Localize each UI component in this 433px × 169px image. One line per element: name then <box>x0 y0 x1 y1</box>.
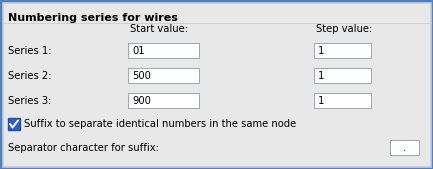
Text: .: . <box>404 143 407 153</box>
Bar <box>315 44 371 58</box>
Bar <box>129 69 199 83</box>
Bar <box>314 93 372 109</box>
Text: Series 3:: Series 3: <box>8 96 52 106</box>
Text: Suffix to separate identical numbers in the same node: Suffix to separate identical numbers in … <box>24 119 296 129</box>
Text: 1: 1 <box>318 46 324 56</box>
Bar <box>390 140 420 156</box>
Text: Numbering series for wires: Numbering series for wires <box>8 13 178 23</box>
Text: 500: 500 <box>132 71 151 81</box>
Bar <box>391 141 419 155</box>
Text: 900: 900 <box>132 96 151 106</box>
Bar <box>8 118 20 130</box>
Bar <box>315 94 371 108</box>
Bar <box>128 43 200 59</box>
Text: Step value:: Step value: <box>316 24 372 34</box>
Bar <box>128 68 200 84</box>
Bar <box>314 43 372 59</box>
Text: Start value:: Start value: <box>130 24 188 34</box>
Bar <box>129 94 199 108</box>
Text: Series 2:: Series 2: <box>8 71 52 81</box>
Bar <box>314 68 372 84</box>
Text: 01: 01 <box>132 46 145 56</box>
Bar <box>315 69 371 83</box>
Text: Separator character for suffix:: Separator character for suffix: <box>8 143 159 153</box>
Bar <box>128 93 200 109</box>
Text: 1: 1 <box>318 96 324 106</box>
Bar <box>129 44 199 58</box>
Text: 1: 1 <box>318 71 324 81</box>
Text: Series 1:: Series 1: <box>8 46 52 56</box>
